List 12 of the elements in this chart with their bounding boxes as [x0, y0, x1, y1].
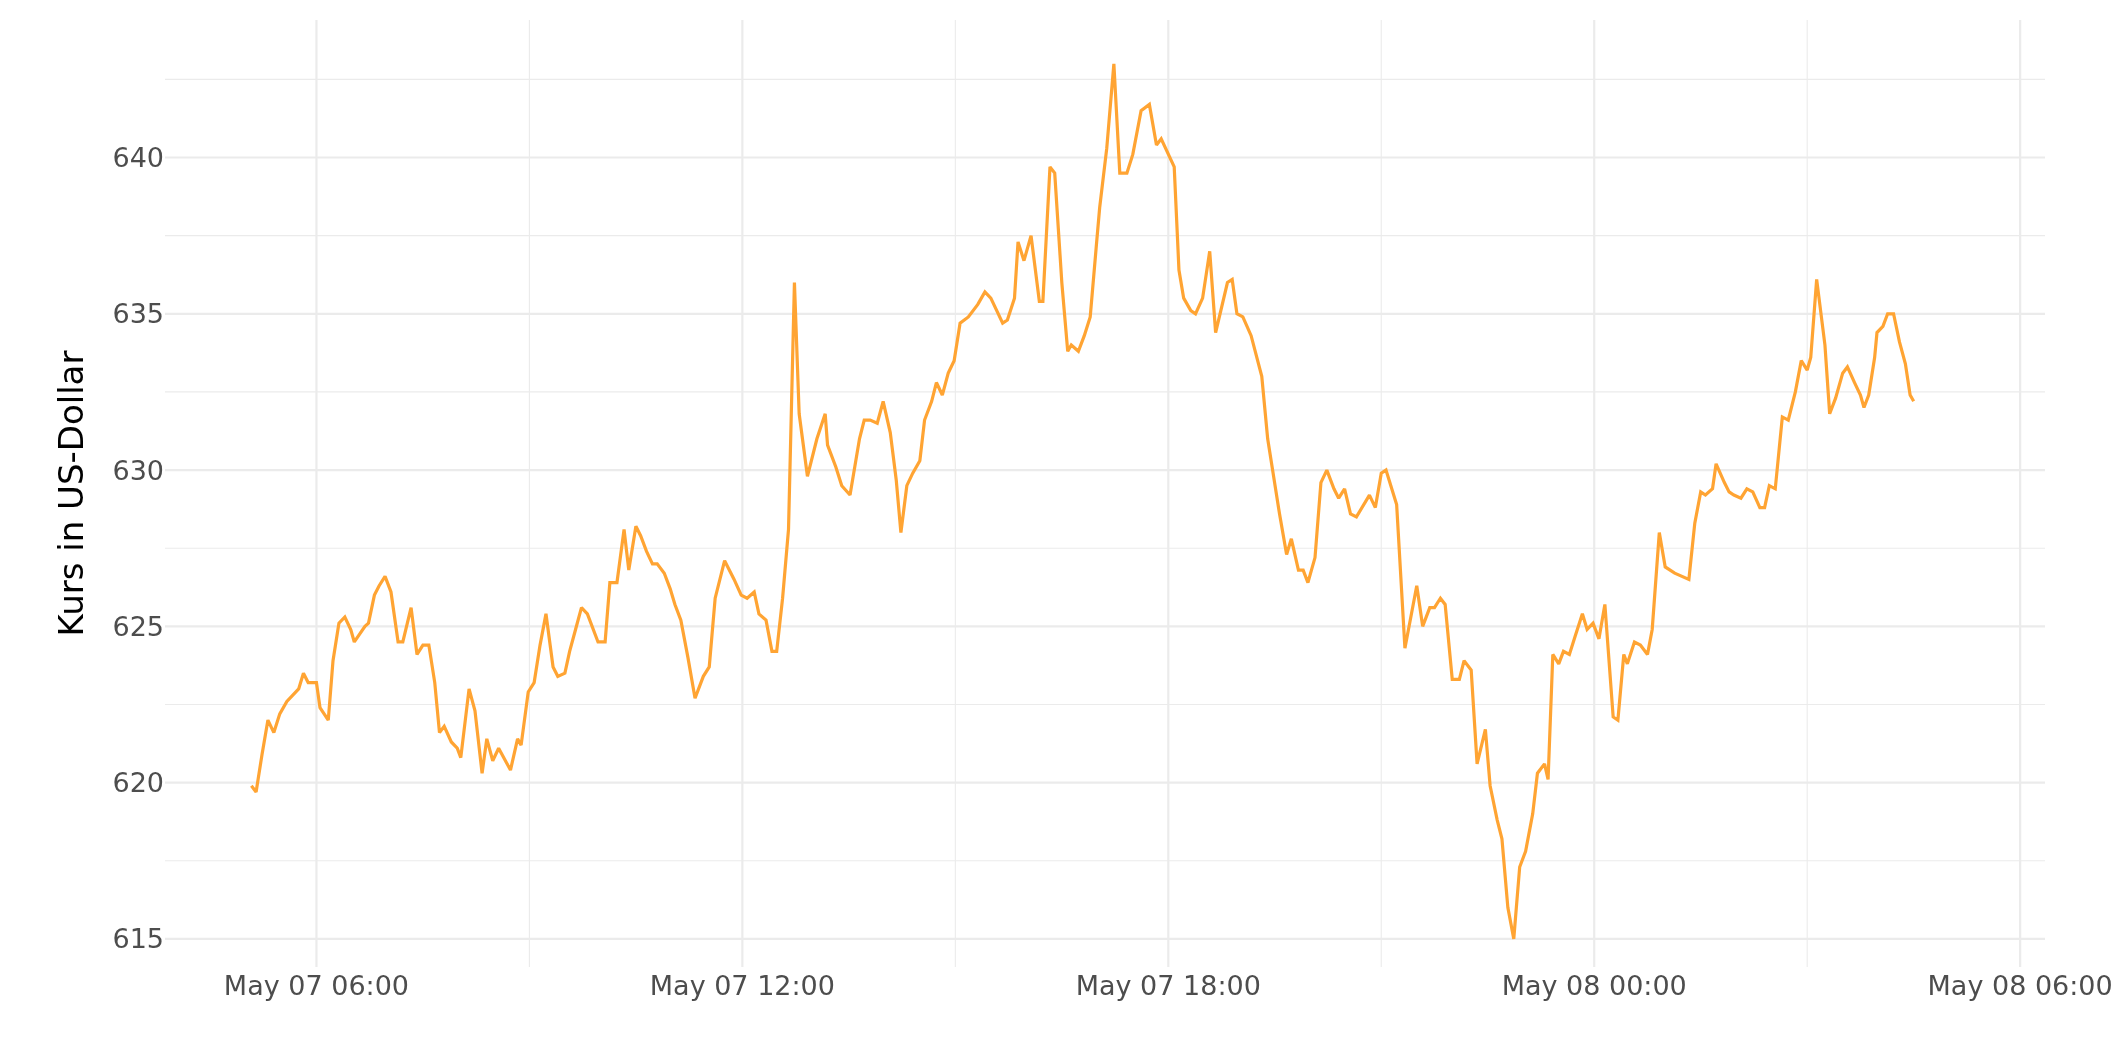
x-tick-label: May 07 18:00	[1075, 970, 1261, 1001]
y-tick-label: 620	[112, 767, 164, 799]
y-axis-title: Kurs in US-Dollar	[51, 350, 92, 637]
x-tick-label: May 07 06:00	[223, 970, 410, 1001]
y-tick-label: 615	[112, 923, 164, 955]
y-tick-label: 625	[112, 610, 164, 642]
y-tick-label: 635	[112, 298, 164, 330]
x-tick-label: May 08 06:00	[1927, 970, 2113, 1001]
y-tick-label: 640	[112, 141, 164, 173]
x-tick-label: May 07 12:00	[649, 970, 835, 1001]
y-tick-label: 630	[112, 454, 164, 486]
x-tick-label: May 08 00:00	[1501, 970, 1687, 1001]
